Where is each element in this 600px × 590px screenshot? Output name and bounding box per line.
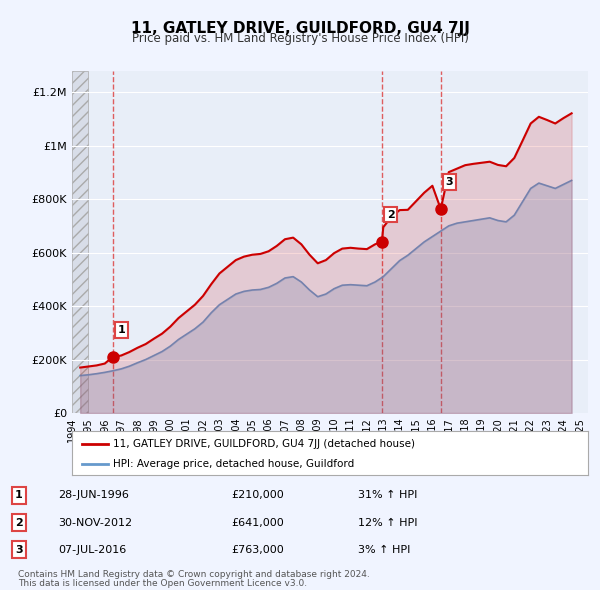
Text: HPI: Average price, detached house, Guildford: HPI: Average price, detached house, Guil… [113,459,355,469]
Bar [72,71,88,413]
Text: 11, GATLEY DRIVE, GUILDFORD, GU4 7JJ: 11, GATLEY DRIVE, GUILDFORD, GU4 7JJ [131,21,469,35]
Text: 2: 2 [15,517,23,527]
Text: 3: 3 [446,177,453,187]
Text: 28-JUN-1996: 28-JUN-1996 [58,490,129,500]
Text: Contains HM Land Registry data © Crown copyright and database right 2024.: Contains HM Land Registry data © Crown c… [18,570,370,579]
Text: 1: 1 [15,490,23,500]
Text: 3% ↑ HPI: 3% ↑ HPI [358,545,410,555]
Text: 30-NOV-2012: 30-NOV-2012 [58,517,132,527]
Text: 07-JUL-2016: 07-JUL-2016 [58,545,127,555]
Text: £763,000: £763,000 [231,545,284,555]
Text: 3: 3 [15,545,23,555]
Text: £641,000: £641,000 [231,517,284,527]
Text: Price paid vs. HM Land Registry's House Price Index (HPI): Price paid vs. HM Land Registry's House … [131,32,469,45]
Text: This data is licensed under the Open Government Licence v3.0.: This data is licensed under the Open Gov… [18,579,307,588]
Text: £210,000: £210,000 [231,490,284,500]
Text: 2: 2 [387,209,395,219]
Text: 1: 1 [118,325,125,335]
Text: 11, GATLEY DRIVE, GUILDFORD, GU4 7JJ (detached house): 11, GATLEY DRIVE, GUILDFORD, GU4 7JJ (de… [113,439,415,449]
Text: 31% ↑ HPI: 31% ↑ HPI [358,490,417,500]
Text: 12% ↑ HPI: 12% ↑ HPI [358,517,417,527]
